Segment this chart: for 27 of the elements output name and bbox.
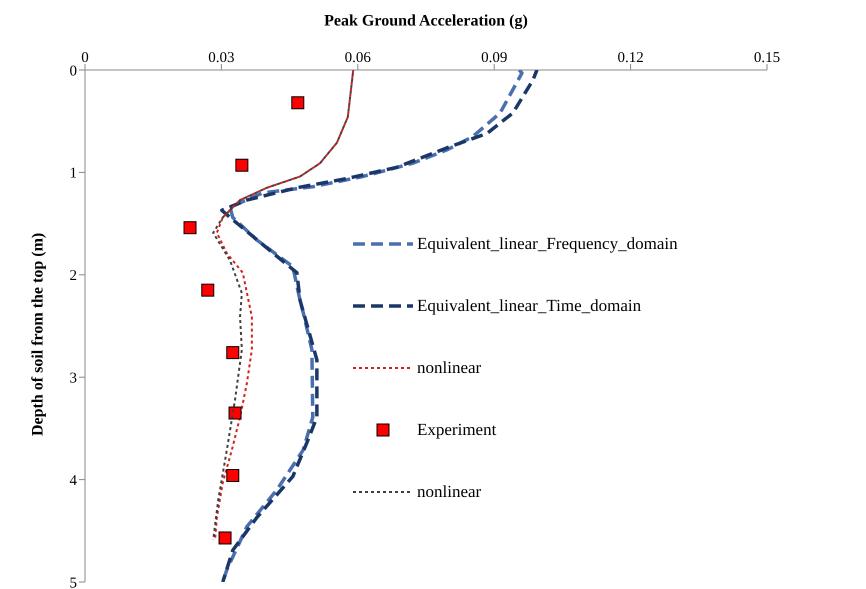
point	[226, 346, 240, 360]
x-tick-label: 0.15	[754, 50, 780, 66]
legend-label: nonlinear	[417, 358, 482, 378]
legend-label: nonlinear	[417, 482, 482, 502]
x-tick-label: 0.06	[344, 50, 372, 66]
y-tick-label: 1	[70, 166, 77, 182]
y-axis-title: Depth of soil from the top (m)	[30, 232, 47, 436]
legend-label: Equivalent_linear_Frequency_domain	[417, 234, 678, 254]
legend-label: Experiment	[417, 420, 496, 440]
y-tick-label: 5	[70, 575, 77, 589]
x-axis-title: Peak Ground Acceleration (g)	[324, 12, 528, 30]
x-tick-label: 0.03	[208, 50, 235, 66]
y-tick-label: 4	[70, 472, 78, 489]
point	[235, 158, 248, 172]
point	[201, 284, 214, 297]
point	[228, 406, 242, 420]
x-tick-label: 0.09	[481, 50, 508, 66]
y-tick-label: 0	[70, 63, 77, 80]
x-tick-label: 0.12	[617, 50, 644, 66]
point	[218, 531, 232, 544]
point	[291, 96, 304, 110]
x-tick-label: 0	[81, 50, 89, 66]
point	[184, 221, 197, 234]
y-tick-label: 3	[70, 370, 77, 387]
point	[226, 469, 240, 482]
legend-label: Equivalent_linear_Time_domain	[417, 296, 642, 316]
y-tick-label: 2	[70, 268, 77, 284]
